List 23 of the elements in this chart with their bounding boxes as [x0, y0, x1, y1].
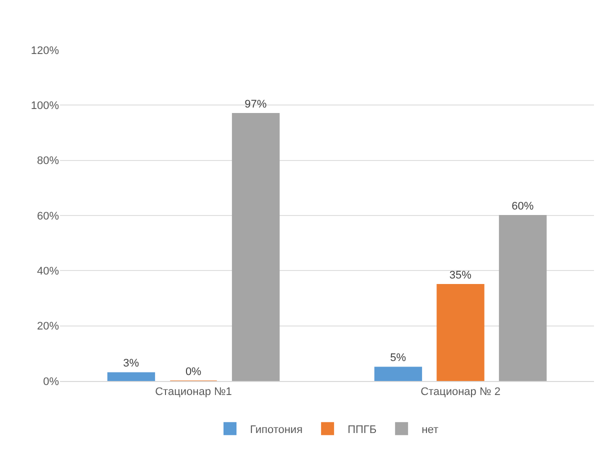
legend-label: Гипотония: [250, 424, 303, 436]
y-tick-label: 120%: [30, 44, 60, 57]
bar: [232, 112, 280, 381]
y-tick-label: 40%: [36, 266, 60, 278]
bar: [436, 284, 484, 381]
data-label: 0%: [185, 366, 202, 378]
x-tick-label: Стационар № 2: [420, 386, 500, 398]
legend-label: нет: [422, 424, 438, 436]
data-label: 5%: [390, 352, 406, 364]
data-label: 60%: [512, 200, 534, 212]
y-tick-label: 60%: [36, 210, 60, 222]
bar: [107, 372, 156, 381]
bar: [374, 366, 422, 381]
data-label: 97%: [244, 98, 267, 110]
data-label: 35%: [449, 269, 472, 282]
y-tick-label: 80%: [36, 155, 60, 168]
legend-label: ППГБ: [348, 424, 377, 436]
bar: [498, 215, 547, 381]
y-tick-label: 20%: [36, 320, 60, 333]
data-label: 3%: [123, 358, 140, 370]
y-tick-label: 0%: [43, 376, 60, 388]
y-tick-label: 100%: [30, 100, 60, 112]
x-tick-label: Стационар №1: [155, 386, 232, 398]
